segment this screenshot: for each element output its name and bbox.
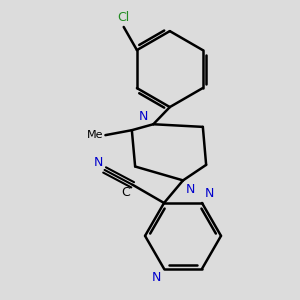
Text: Cl: Cl xyxy=(118,11,130,24)
Text: N: N xyxy=(205,187,214,200)
Text: N: N xyxy=(94,156,103,169)
Text: Me: Me xyxy=(87,130,104,140)
Text: N: N xyxy=(152,272,161,284)
Text: C: C xyxy=(121,187,130,200)
Text: N: N xyxy=(139,110,148,123)
Text: N: N xyxy=(186,183,195,196)
